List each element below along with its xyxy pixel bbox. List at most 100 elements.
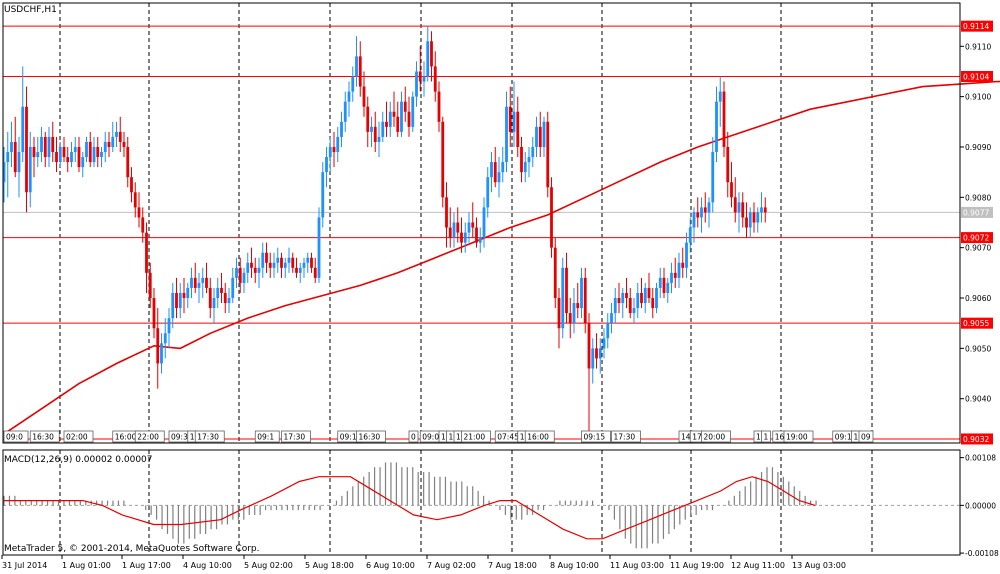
candle-191 bbox=[718, 76, 722, 127]
candle-83 bbox=[313, 257, 317, 283]
candle-body-20 bbox=[77, 146, 81, 168]
candle-body-143 bbox=[538, 126, 542, 147]
candle-body-183 bbox=[688, 227, 692, 243]
candle-59 bbox=[223, 282, 227, 314]
candle-26 bbox=[100, 146, 103, 168]
time-tick-label-4: 5 Aug 02:00 bbox=[244, 561, 293, 570]
candle-97 bbox=[366, 96, 370, 147]
candle-body-14 bbox=[55, 152, 58, 163]
candle-body-104 bbox=[392, 111, 396, 117]
candle-33 bbox=[126, 136, 130, 188]
time-tick-label-9: 8 Aug 10:00 bbox=[550, 561, 599, 570]
horizontal-levels bbox=[3, 25, 960, 440]
candle-body-157 bbox=[591, 348, 595, 369]
candle-175 bbox=[658, 267, 662, 299]
time-grid bbox=[59, 3, 873, 555]
session-marker-text-17: 21:00 bbox=[464, 433, 486, 442]
candle-body-37 bbox=[141, 217, 145, 233]
session-marker-box-0 bbox=[3, 430, 29, 443]
session-marker-text-10: 09:1 bbox=[340, 433, 357, 442]
price-tick-label-3: 0.9080 bbox=[965, 193, 991, 202]
candle-body-64 bbox=[242, 272, 246, 283]
candle-body-111 bbox=[418, 71, 422, 82]
candle-74 bbox=[280, 252, 283, 278]
candle-body-189 bbox=[711, 152, 715, 203]
level-tag-1 bbox=[961, 71, 993, 83]
candle-48 bbox=[182, 277, 186, 314]
session-marker-text-25: 20:00 bbox=[704, 433, 726, 442]
candle-body-117 bbox=[441, 121, 445, 198]
candle-82 bbox=[310, 252, 313, 273]
candle-104 bbox=[392, 91, 396, 127]
candle-61 bbox=[231, 267, 235, 304]
candle-106 bbox=[400, 91, 403, 137]
candle-91 bbox=[343, 91, 347, 132]
candle-body-192 bbox=[722, 91, 726, 147]
candle-body-177 bbox=[666, 282, 670, 293]
candle-150 bbox=[565, 252, 568, 324]
session-marker-box-4 bbox=[134, 430, 165, 443]
candle-37 bbox=[141, 207, 145, 243]
candle-27 bbox=[103, 131, 107, 163]
candle-50 bbox=[190, 267, 193, 299]
session-marker-text-32: 09 bbox=[861, 433, 871, 442]
candle-172 bbox=[647, 272, 651, 304]
candle-155 bbox=[583, 267, 587, 334]
candle-body-23 bbox=[88, 141, 92, 163]
level-tag-label-0: 0.9114 bbox=[963, 22, 989, 31]
candle-body-85 bbox=[321, 172, 325, 218]
candle-93 bbox=[351, 66, 355, 102]
candle-186 bbox=[700, 197, 703, 233]
candle-body-15 bbox=[58, 146, 62, 163]
candle-body-8 bbox=[32, 146, 36, 158]
candle-200 bbox=[752, 202, 756, 233]
candle-body-26 bbox=[100, 152, 103, 158]
candle-126 bbox=[475, 217, 478, 248]
candle-body-153 bbox=[576, 303, 580, 309]
candle-body-103 bbox=[388, 111, 392, 127]
candle-body-46 bbox=[175, 292, 178, 309]
candle-54 bbox=[205, 262, 208, 293]
candle-145 bbox=[546, 111, 550, 198]
candle-120 bbox=[452, 212, 456, 248]
candle-body-197 bbox=[741, 202, 745, 218]
candle-21 bbox=[81, 152, 85, 178]
macd-signal-line bbox=[4, 476, 816, 540]
candle-body-152 bbox=[572, 303, 576, 324]
candle-body-130 bbox=[490, 162, 493, 178]
candle-31 bbox=[118, 116, 122, 153]
candle-49 bbox=[186, 282, 190, 309]
candle-178 bbox=[670, 262, 673, 293]
candle-11 bbox=[43, 131, 47, 168]
candle-12 bbox=[47, 126, 51, 168]
candle-body-182 bbox=[685, 242, 688, 268]
candle-1 bbox=[6, 131, 10, 198]
candle-69 bbox=[261, 242, 265, 278]
session-marker-box-21 bbox=[581, 430, 611, 443]
candle-23 bbox=[88, 131, 92, 168]
candle-body-181 bbox=[681, 262, 685, 268]
candle-8 bbox=[32, 136, 36, 178]
candle-109 bbox=[411, 91, 415, 132]
candle-110 bbox=[415, 61, 418, 107]
candle-body-62 bbox=[235, 267, 238, 278]
candle-95 bbox=[358, 41, 362, 97]
candle-181 bbox=[681, 247, 685, 278]
candle-127 bbox=[478, 227, 482, 253]
candle-73 bbox=[276, 247, 280, 273]
candle-body-110 bbox=[415, 71, 418, 97]
candle-194 bbox=[730, 162, 733, 208]
candle-body-109 bbox=[411, 96, 415, 127]
price-tick-label-0: 0.9110 bbox=[965, 42, 991, 51]
candle-101 bbox=[381, 111, 385, 142]
candle-90 bbox=[340, 111, 343, 147]
candle-107 bbox=[403, 86, 407, 122]
candle-195 bbox=[733, 177, 737, 223]
candle-body-19 bbox=[73, 146, 77, 153]
time-tick-label-1: 1 Aug 01:00 bbox=[62, 561, 111, 570]
candle-body-87 bbox=[328, 146, 332, 158]
price-tick-label-6: 0.9050 bbox=[965, 344, 991, 353]
candle-body-32 bbox=[122, 141, 126, 147]
session-marker-text-5: 09:30 bbox=[171, 433, 193, 442]
